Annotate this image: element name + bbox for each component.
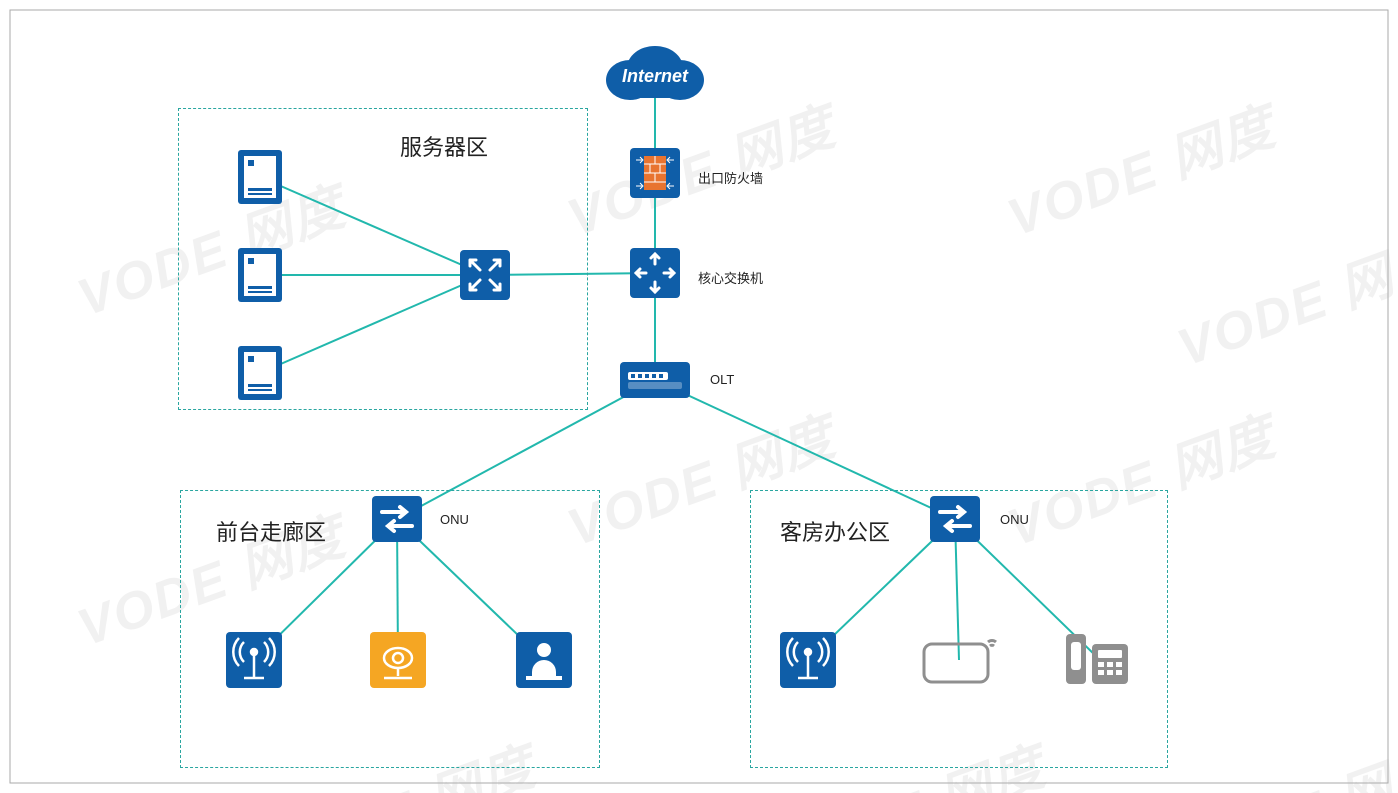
- svg-text:Internet: Internet: [622, 66, 689, 86]
- node-front_person: [516, 632, 572, 688]
- server-icon: [238, 346, 282, 400]
- node-onu1: [372, 496, 422, 542]
- node-guest_phone: [1062, 626, 1132, 688]
- onu-icon: [930, 496, 980, 542]
- node-core_switch: [630, 248, 680, 298]
- label-firewall: 出口防火墙: [698, 168, 763, 187]
- onu-icon: [372, 496, 422, 542]
- cloud-icon: Internet: [600, 42, 710, 104]
- node-server3: [238, 346, 282, 400]
- person-icon: [516, 632, 572, 688]
- diagram-stage: VODE 网度VODE 网度VODE 网度VODE 网度VODE 网度VODE …: [0, 0, 1398, 793]
- ap-icon: [226, 632, 282, 688]
- zone-title-guest_zone: 客房办公区: [780, 515, 890, 547]
- label-olt: OLT: [710, 372, 734, 387]
- node-server2: [238, 248, 282, 302]
- aggswitch-icon: [460, 250, 510, 300]
- node-server1: [238, 150, 282, 204]
- node-front_ap: [226, 632, 282, 688]
- node-front_cam: [370, 632, 426, 688]
- olt-icon: [620, 362, 690, 398]
- server-icon: [238, 248, 282, 302]
- node-onu2: [930, 496, 980, 542]
- zone-title-server_zone: 服务器区: [400, 130, 488, 162]
- coreswitch-icon: [630, 248, 680, 298]
- firewall-icon: [630, 148, 680, 198]
- phone_gray-icon: [1062, 626, 1132, 688]
- label-onu1: ONU: [440, 512, 469, 527]
- camera-icon: [370, 632, 426, 688]
- router_gray-icon: [918, 632, 1000, 688]
- node-olt: [620, 362, 690, 398]
- ap-icon: [780, 632, 836, 688]
- zone-title-front_zone: 前台走廊区: [216, 515, 326, 547]
- node-agg_switch: [460, 250, 510, 300]
- label-core_switch: 核心交换机: [698, 268, 763, 287]
- server-icon: [238, 150, 282, 204]
- node-guest_router: [918, 632, 1000, 688]
- label-onu2: ONU: [1000, 512, 1029, 527]
- node-guest_ap: [780, 632, 836, 688]
- node-firewall: [630, 148, 680, 198]
- node-internet: Internet: [600, 42, 710, 104]
